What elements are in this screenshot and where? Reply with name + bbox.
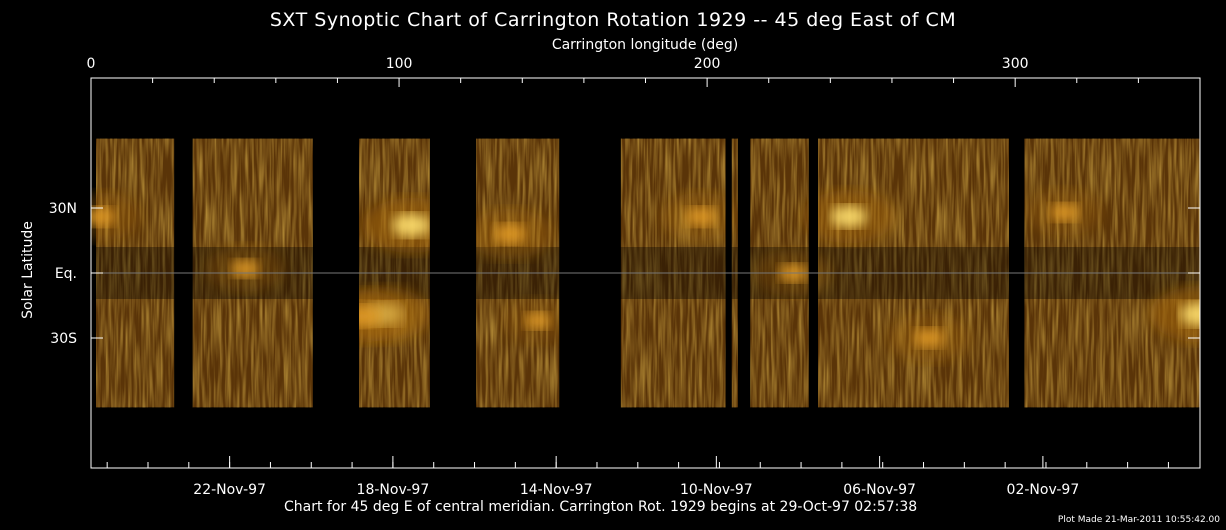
- y-tick-label: Eq.: [55, 266, 77, 282]
- bottom-tick-label: 22-Nov-97: [193, 482, 266, 498]
- bottom-caption: Chart for 45 deg E of central meridian. …: [284, 499, 918, 515]
- active-region-core: [830, 205, 868, 228]
- active-region-core: [230, 259, 261, 278]
- top-tick-label: 100: [386, 56, 413, 72]
- active-region-glow: [1150, 286, 1200, 343]
- plot-made-footer: Plot Made 21-Mar-2011 10:55:42.00: [1057, 515, 1220, 525]
- bottom-tick-label: 18-Nov-97: [357, 482, 430, 498]
- bottom-tick-label: 06-Nov-97: [843, 482, 916, 498]
- active-region-core: [492, 223, 527, 245]
- active-region-core: [912, 328, 945, 348]
- y-tick-label: 30S: [50, 331, 77, 347]
- chart-title: SXT Synoptic Chart of Carrington Rotatio…: [269, 9, 957, 31]
- active-region-core: [91, 207, 117, 227]
- bottom-tick-label: 14-Nov-97: [520, 482, 593, 498]
- active-region-core: [1049, 203, 1080, 222]
- active-region-core: [1180, 302, 1200, 327]
- top-axis-label: Carrington longitude (deg): [551, 37, 739, 53]
- active-region-core: [684, 207, 717, 227]
- y-tick-label: 30N: [49, 201, 77, 217]
- bottom-tick-label: 10-Nov-97: [680, 482, 753, 498]
- bottom-tick-label: 02-Nov-97: [1007, 482, 1080, 498]
- active-region-core: [523, 312, 552, 330]
- top-tick-label: 0: [87, 56, 96, 72]
- top-tick-label: 300: [1002, 56, 1029, 72]
- top-tick-label: 200: [694, 56, 721, 72]
- active-region-core: [391, 213, 431, 238]
